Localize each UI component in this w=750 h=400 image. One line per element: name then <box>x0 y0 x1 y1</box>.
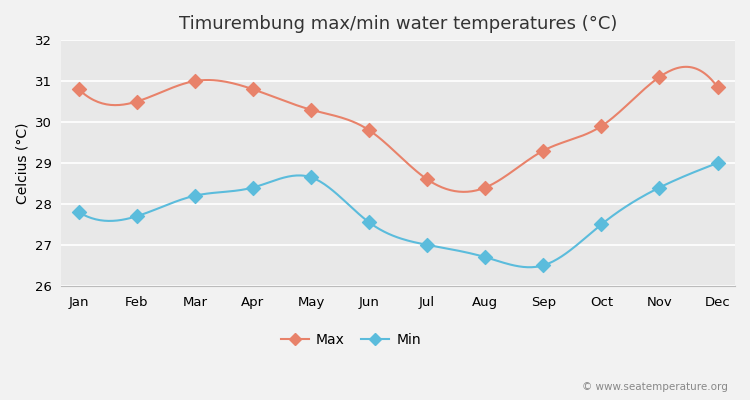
Max <box>422 176 434 182</box>
Max <box>712 84 724 90</box>
Min <box>712 160 724 166</box>
Min <box>653 184 665 191</box>
Text: © www.seatemperature.org: © www.seatemperature.org <box>582 382 728 392</box>
Max <box>363 127 375 134</box>
Min <box>73 209 85 215</box>
Title: Timurembung max/min water temperatures (°C): Timurembung max/min water temperatures (… <box>179 15 617 33</box>
Max <box>189 78 201 84</box>
Max <box>130 98 142 105</box>
Min <box>363 219 375 226</box>
Max <box>305 106 317 113</box>
Min <box>596 221 608 228</box>
Y-axis label: Celcius (°C): Celcius (°C) <box>15 122 29 204</box>
Legend: Max, Min: Max, Min <box>275 327 426 352</box>
Max <box>596 123 608 129</box>
Max <box>73 86 85 92</box>
Max <box>537 148 549 154</box>
Min <box>130 213 142 220</box>
Max <box>653 74 665 80</box>
Min <box>305 174 317 180</box>
Min <box>479 254 491 260</box>
Max <box>479 184 491 191</box>
Min <box>422 242 434 248</box>
Min <box>247 184 259 191</box>
Min <box>537 262 549 268</box>
Min <box>189 192 201 199</box>
Max <box>247 86 259 92</box>
